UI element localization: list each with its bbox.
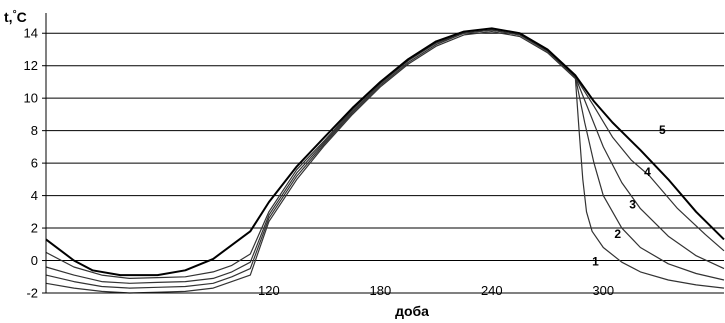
- y-tick-label: 0: [31, 253, 38, 268]
- curve-label-3: 3: [629, 198, 636, 212]
- y-tick-label: 6: [31, 156, 38, 171]
- curve-labels: 1 2 3 4 5: [592, 123, 666, 269]
- x-tick-label: 120: [258, 283, 280, 298]
- y-tick-label: 12: [24, 58, 38, 73]
- x-tick-label: 240: [481, 283, 503, 298]
- x-tick-label: 180: [370, 283, 392, 298]
- curve-label-1: 1: [592, 254, 599, 268]
- y-tick-label: 10: [24, 91, 38, 106]
- series-line-3: [45, 29, 725, 284]
- series-lines: [45, 27, 725, 294]
- x-tick-label: 300: [592, 283, 614, 298]
- curve-label-4: 4: [644, 165, 651, 179]
- curve-label-2: 2: [614, 227, 621, 241]
- series-line-1: [45, 31, 725, 294]
- y-tick-labels: -2 0 2 4 6 8 10 12 14: [24, 26, 46, 301]
- y-tick-label: 14: [24, 26, 38, 41]
- series-line-5: [45, 27, 725, 277]
- y-axis-label: t,°C: [4, 9, 27, 25]
- x-tick-labels: 120 180 240 300: [258, 283, 614, 298]
- curve-label-5: 5: [659, 123, 666, 137]
- grid-lines: [46, 32, 724, 262]
- x-axis-label: доба: [395, 303, 429, 319]
- y-tick-label: 2: [31, 221, 38, 236]
- y-tick-label: 4: [31, 188, 38, 203]
- y-tick-label: 8: [31, 123, 38, 138]
- series-line-2: [45, 29, 725, 289]
- y-tick-label: -2: [26, 286, 38, 301]
